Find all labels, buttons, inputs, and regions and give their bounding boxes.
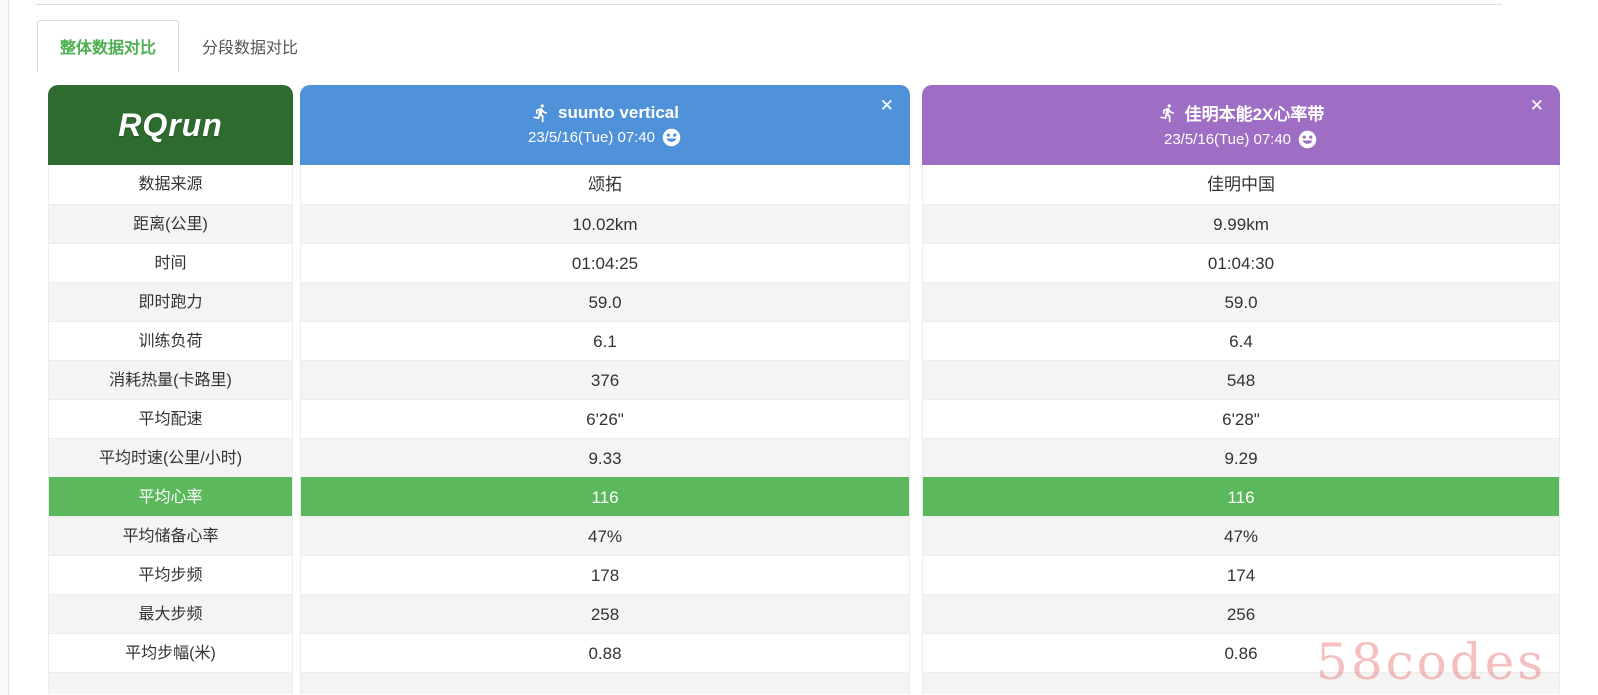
cell-value: 376: [301, 360, 909, 399]
row-label: 最大步频: [49, 594, 292, 633]
device-title-row: suunto vertical: [531, 103, 679, 123]
device-name: suunto vertical: [558, 102, 679, 122]
cell-value: 59.0: [923, 282, 1559, 321]
page-left-gutter: [0, 0, 9, 695]
tab-segment-comparison[interactable]: 分段数据对比: [202, 40, 299, 57]
row-label: 平均配速: [49, 399, 292, 438]
tab-overall-comparison[interactable]: 整体数据对比: [37, 20, 180, 72]
cell-value: 0.88: [301, 633, 909, 672]
device-datetime: 23/5/16(Tue) 07:40: [527, 128, 656, 146]
comparison-table: RQrun 数据来源 距离(公里) 时间 即时跑力 训练负荷 消耗热量(卡路里) 平均配速平…: [48, 85, 1560, 694]
device-column-1: 佳明本能2X心率带 23/5/16(Tue) 07:40 ✕ 佳明中国 9.99k…: [922, 85, 1560, 694]
close-device-1-button[interactable]: ✕: [1529, 96, 1544, 115]
cell-value: 10.02km: [301, 204, 909, 243]
device-column-0: suunto vertical 23/5/16(Tue) 07:40 ✕ 颂拓 1…: [300, 85, 910, 694]
cell-value: 59.0: [301, 282, 909, 321]
device-datetime-row: 23/5/16(Tue) 07:40: [1164, 129, 1318, 150]
partial-row: [301, 672, 909, 694]
cell-value: 174: [923, 555, 1559, 594]
cell-value: 116: [301, 477, 909, 516]
row-label: 时间: [49, 243, 292, 282]
cell-value: 01:04:30: [923, 243, 1559, 282]
device-datetime-row: 23/5/16(Tue) 07:40: [528, 127, 682, 148]
close-device-0-button[interactable]: ✕: [879, 96, 894, 115]
cell-value: 548: [923, 360, 1559, 399]
partial-row: [923, 672, 1559, 694]
row-label: 即时跑力: [49, 282, 292, 321]
cell-value: 颂拓: [301, 165, 909, 204]
smiley-icon: [661, 127, 682, 148]
runner-icon: [1158, 103, 1178, 123]
cell-value: 9.99km: [923, 204, 1559, 243]
cell-value: 6.4: [923, 321, 1559, 360]
cell-value: 6'28": [923, 399, 1559, 438]
top-divider: [35, 4, 1502, 5]
row-label: 训练负荷: [49, 321, 292, 360]
rqrun-logo-text: RQrun: [118, 106, 223, 143]
label-column-cells: 数据来源 距离(公里) 时间 即时跑力 训练负荷 消耗热量(卡路里) 平均配速 平均时速(公里…: [48, 165, 293, 694]
cell-value: 258: [301, 594, 909, 633]
device-title-row: 佳明本能2X心率带: [1158, 100, 1325, 125]
row-label: 平均步幅(米): [49, 633, 292, 672]
cell-value: 9.33: [301, 438, 909, 477]
partial-row: [49, 672, 292, 694]
label-column: RQrun 数据来源 距离(公里) 时间 即时跑力 训练负荷 消耗热量(卡路里) 平均配速平…: [48, 85, 293, 694]
device-header-0: suunto vertical 23/5/16(Tue) 07:40 ✕: [300, 85, 910, 165]
cell-value: 256: [923, 594, 1559, 633]
cell-value: 佳明中国: [923, 165, 1559, 204]
cell-value: 01:04:25: [301, 243, 909, 282]
device-column-cells-1: 佳明中国 9.99km 01:04:30 59.0 6.4 548 6'28" 9.29 116…: [922, 165, 1560, 694]
cell-value: 47%: [923, 516, 1559, 555]
rqrun-logo: RQrun: [48, 85, 293, 165]
cell-value: 116: [923, 477, 1559, 516]
cell-value: 6'26": [301, 399, 909, 438]
tab-bar: 整体数据对比 分段数据对比: [37, 20, 321, 72]
cell-value: 9.29: [923, 438, 1559, 477]
row-label: 距离(公里): [49, 204, 292, 243]
row-label: 平均时速(公里/小时): [49, 438, 292, 477]
device-datetime: 23/5/16(Tue) 07:40: [1163, 131, 1292, 148]
cell-value: 178: [301, 555, 909, 594]
row-label: 消耗热量(卡路里): [49, 360, 292, 399]
row-label: 平均步频: [49, 555, 292, 594]
device-name: 佳明本能2X心率带: [1184, 105, 1325, 124]
smiley-icon: [1297, 129, 1318, 150]
row-label: 平均储备心率: [49, 516, 292, 555]
cell-value: 0.86: [923, 633, 1559, 672]
device-column-cells-0: 颂拓 10.02km 01:04:25 59.0 6.1 376 6'26" 9.33 116 4…: [300, 165, 910, 694]
device-header-1: 佳明本能2X心率带 23/5/16(Tue) 07:40 ✕: [922, 85, 1560, 165]
row-label: 平均心率: [49, 477, 292, 516]
row-label: 数据来源: [49, 165, 292, 204]
runner-icon: [531, 103, 551, 123]
cell-value: 6.1: [301, 321, 909, 360]
cell-value: 47%: [301, 516, 909, 555]
